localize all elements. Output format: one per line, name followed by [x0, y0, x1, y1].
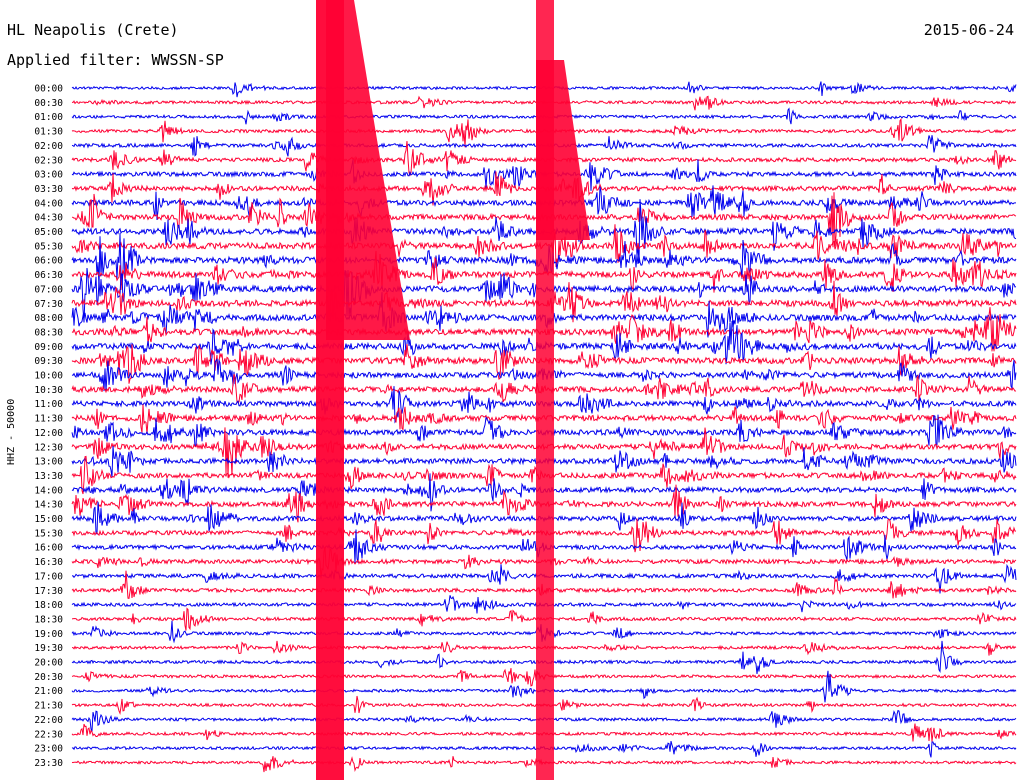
time-tick-label: 03:30 [34, 184, 63, 195]
time-tick-label: 05:00 [34, 227, 63, 238]
time-tick-label: 02:00 [34, 141, 63, 152]
time-tick-label: 13:00 [34, 457, 63, 468]
time-tick-label: 17:00 [34, 571, 63, 582]
time-tick-label: 23:00 [34, 744, 63, 755]
time-tick-label: 01:30 [34, 127, 63, 138]
time-tick-label: 20:30 [34, 672, 63, 683]
time-tick-label: 00:00 [34, 84, 63, 95]
time-tick-label: 17:30 [34, 586, 63, 597]
y-axis-label: HHZ - 50000 [6, 398, 17, 465]
time-tick-label: 11:00 [34, 399, 63, 410]
time-tick-label: 22:00 [34, 715, 63, 726]
time-tick-label: 16:30 [34, 557, 63, 568]
time-tick-label: 12:00 [34, 428, 63, 439]
time-tick-label: 04:00 [34, 198, 63, 209]
time-tick-label: 07:30 [34, 299, 63, 310]
time-tick-label: 18:00 [34, 600, 63, 611]
time-tick-label: 03:00 [34, 170, 63, 181]
time-tick-label: 07:00 [34, 284, 63, 295]
time-tick-label: 15:00 [34, 514, 63, 525]
time-tick-label: 19:00 [34, 629, 63, 640]
time-tick-label: 19:30 [34, 643, 63, 654]
time-tick-label: 01:00 [34, 112, 63, 123]
time-tick-label: 12:30 [34, 442, 63, 453]
time-tick-label: 10:30 [34, 385, 63, 396]
station-title: HL Neapolis (Crete) [7, 21, 179, 39]
time-tick-label: 14:00 [34, 485, 63, 496]
event-coda [326, 0, 410, 340]
date-label: 2015-06-24 [923, 21, 1014, 39]
time-tick-label: 11:30 [34, 414, 63, 425]
time-tick-label: 09:30 [34, 356, 63, 367]
time-tick-label: 15:30 [34, 528, 63, 539]
time-tick-label: 18:30 [34, 614, 63, 625]
time-tick-label: 08:00 [34, 313, 63, 324]
time-tick-label: 06:00 [34, 256, 63, 267]
time-tick-label: 16:00 [34, 543, 63, 554]
y-axis-label-wrap: HHZ - 50000 [4, 380, 18, 470]
time-tick-label: 04:30 [34, 213, 63, 224]
time-tick-label: 10:00 [34, 371, 63, 382]
time-tick-label: 05:30 [34, 241, 63, 252]
time-tick-label: 02:30 [34, 155, 63, 166]
time-tick-label: 22:30 [34, 729, 63, 740]
time-tick-label: 21:30 [34, 701, 63, 712]
time-tick-label: 20:00 [34, 658, 63, 669]
time-tick-label: 13:30 [34, 471, 63, 482]
time-tick-label: 14:30 [34, 500, 63, 511]
filter-label: Applied filter: WWSSN-SP [7, 51, 224, 69]
event-coda [536, 60, 590, 240]
time-tick-label: 08:30 [34, 327, 63, 338]
time-tick-label: 00:30 [34, 98, 63, 109]
time-tick-label: 23:30 [34, 758, 63, 769]
time-tick-label: 09:00 [34, 342, 63, 353]
time-tick-label: 21:00 [34, 686, 63, 697]
time-tick-label: 06:30 [34, 270, 63, 281]
